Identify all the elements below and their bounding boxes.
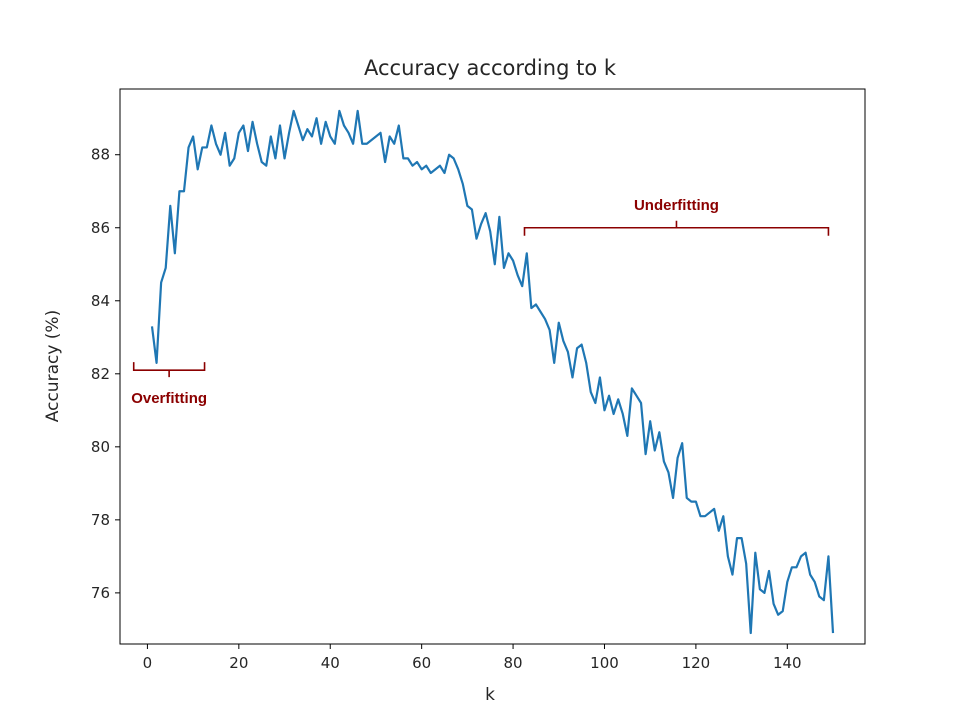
x-axis: 0 20 40 60 80 100 120 140	[143, 644, 802, 672]
annotation-label: Underfitting	[634, 197, 719, 214]
plot-frame	[119, 88, 866, 645]
y-tick-label: 86	[91, 219, 110, 237]
accuracy-series-line	[150, 109, 835, 635]
x-tick-label: 20	[229, 654, 248, 672]
annotation-bracket	[523, 220, 830, 236]
annotations: Overfitting Underfitting	[131, 197, 830, 407]
y-axis: 76 78 80 82 84 86 88	[91, 146, 120, 602]
annotation-label: Overfitting	[131, 390, 207, 407]
series-layer	[150, 109, 835, 635]
y-tick-label: 78	[91, 511, 110, 529]
x-tick-label: 100	[590, 654, 619, 672]
y-tick-label: 82	[91, 365, 110, 383]
x-tick-label: 120	[682, 654, 711, 672]
x-tick-label: 140	[773, 654, 802, 672]
chart-title: Accuracy according to k	[364, 56, 617, 80]
y-tick-label: 76	[91, 584, 110, 602]
y-axis-label: Accuracy (%)	[43, 310, 63, 422]
y-tick-label: 88	[91, 146, 110, 164]
x-tick-label: 0	[143, 654, 153, 672]
y-tick-label: 84	[91, 292, 110, 310]
x-tick-label: 40	[321, 654, 340, 672]
x-tick-label: 80	[504, 654, 523, 672]
x-axis-label: k	[485, 685, 495, 705]
annotation-bracket	[132, 362, 206, 378]
x-tick-label: 60	[412, 654, 431, 672]
y-tick-label: 80	[91, 438, 110, 456]
